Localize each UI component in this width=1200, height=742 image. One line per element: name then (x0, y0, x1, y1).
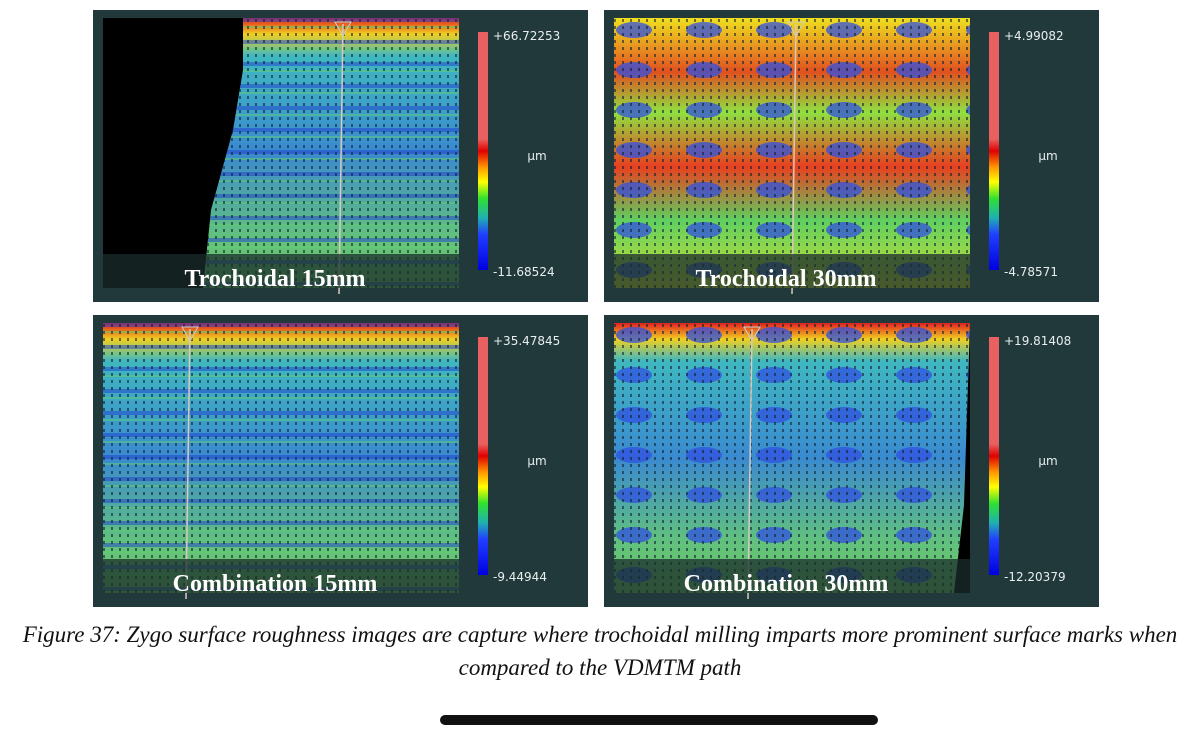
colorbar (989, 337, 999, 575)
label-band (103, 254, 459, 288)
colorbar-unit: µm (1038, 454, 1057, 468)
colorbar-min: -4.78571 (1004, 265, 1058, 279)
panel: Combination 15mm +35.47845 µm -9.44944 (93, 315, 588, 607)
colorbar-min: -11.68524 (493, 265, 555, 279)
colorbar-min: -12.20379 (1004, 570, 1066, 584)
colorbar-max: +19.81408 (1004, 334, 1071, 348)
profile-line (747, 328, 753, 600)
colorbar-max: +4.99082 (1004, 29, 1064, 43)
colorbar-unit: µm (527, 454, 546, 468)
label-band (614, 559, 970, 593)
colorbar-unit: µm (527, 149, 546, 163)
profile-marker (787, 21, 805, 38)
surface-dots (203, 18, 459, 288)
panel-label: Combination 30mm (684, 571, 889, 597)
profile-marker (181, 326, 199, 343)
panel-label: Trochoidal 15mm (184, 266, 365, 292)
colorbar-unit: µm (1038, 149, 1057, 163)
profile-line (338, 23, 344, 295)
profile-marker (334, 21, 352, 38)
colorbar-max: +35.47845 (493, 334, 560, 348)
profile-line (185, 328, 191, 600)
surface-dots (103, 323, 459, 593)
surface-dots (614, 323, 970, 593)
panel-label: Combination 15mm (173, 571, 378, 597)
colorbar-max: +66.72253 (493, 29, 560, 43)
surface-dots (614, 18, 970, 288)
colorbar (989, 32, 999, 270)
panel: Combination 30mm +19.81408 µm -12.20379 (604, 315, 1099, 607)
panel: Trochoidal 30mm +4.99082 µm -4.78571 (604, 10, 1099, 302)
figure-caption: Figure 37: Zygo surface roughness images… (22, 622, 1178, 680)
colorbar-min: -9.44944 (493, 570, 547, 584)
profile-marker (743, 326, 761, 343)
label-band (614, 254, 970, 288)
colorbar (478, 337, 488, 575)
home-indicator (440, 715, 878, 725)
label-band (103, 559, 459, 593)
panel: Trochoidal 15mm +66.72253 µm -11.68524 (93, 10, 588, 302)
profile-line (791, 23, 797, 295)
panel-label: Trochoidal 30mm (695, 266, 876, 292)
colorbar (478, 32, 488, 270)
